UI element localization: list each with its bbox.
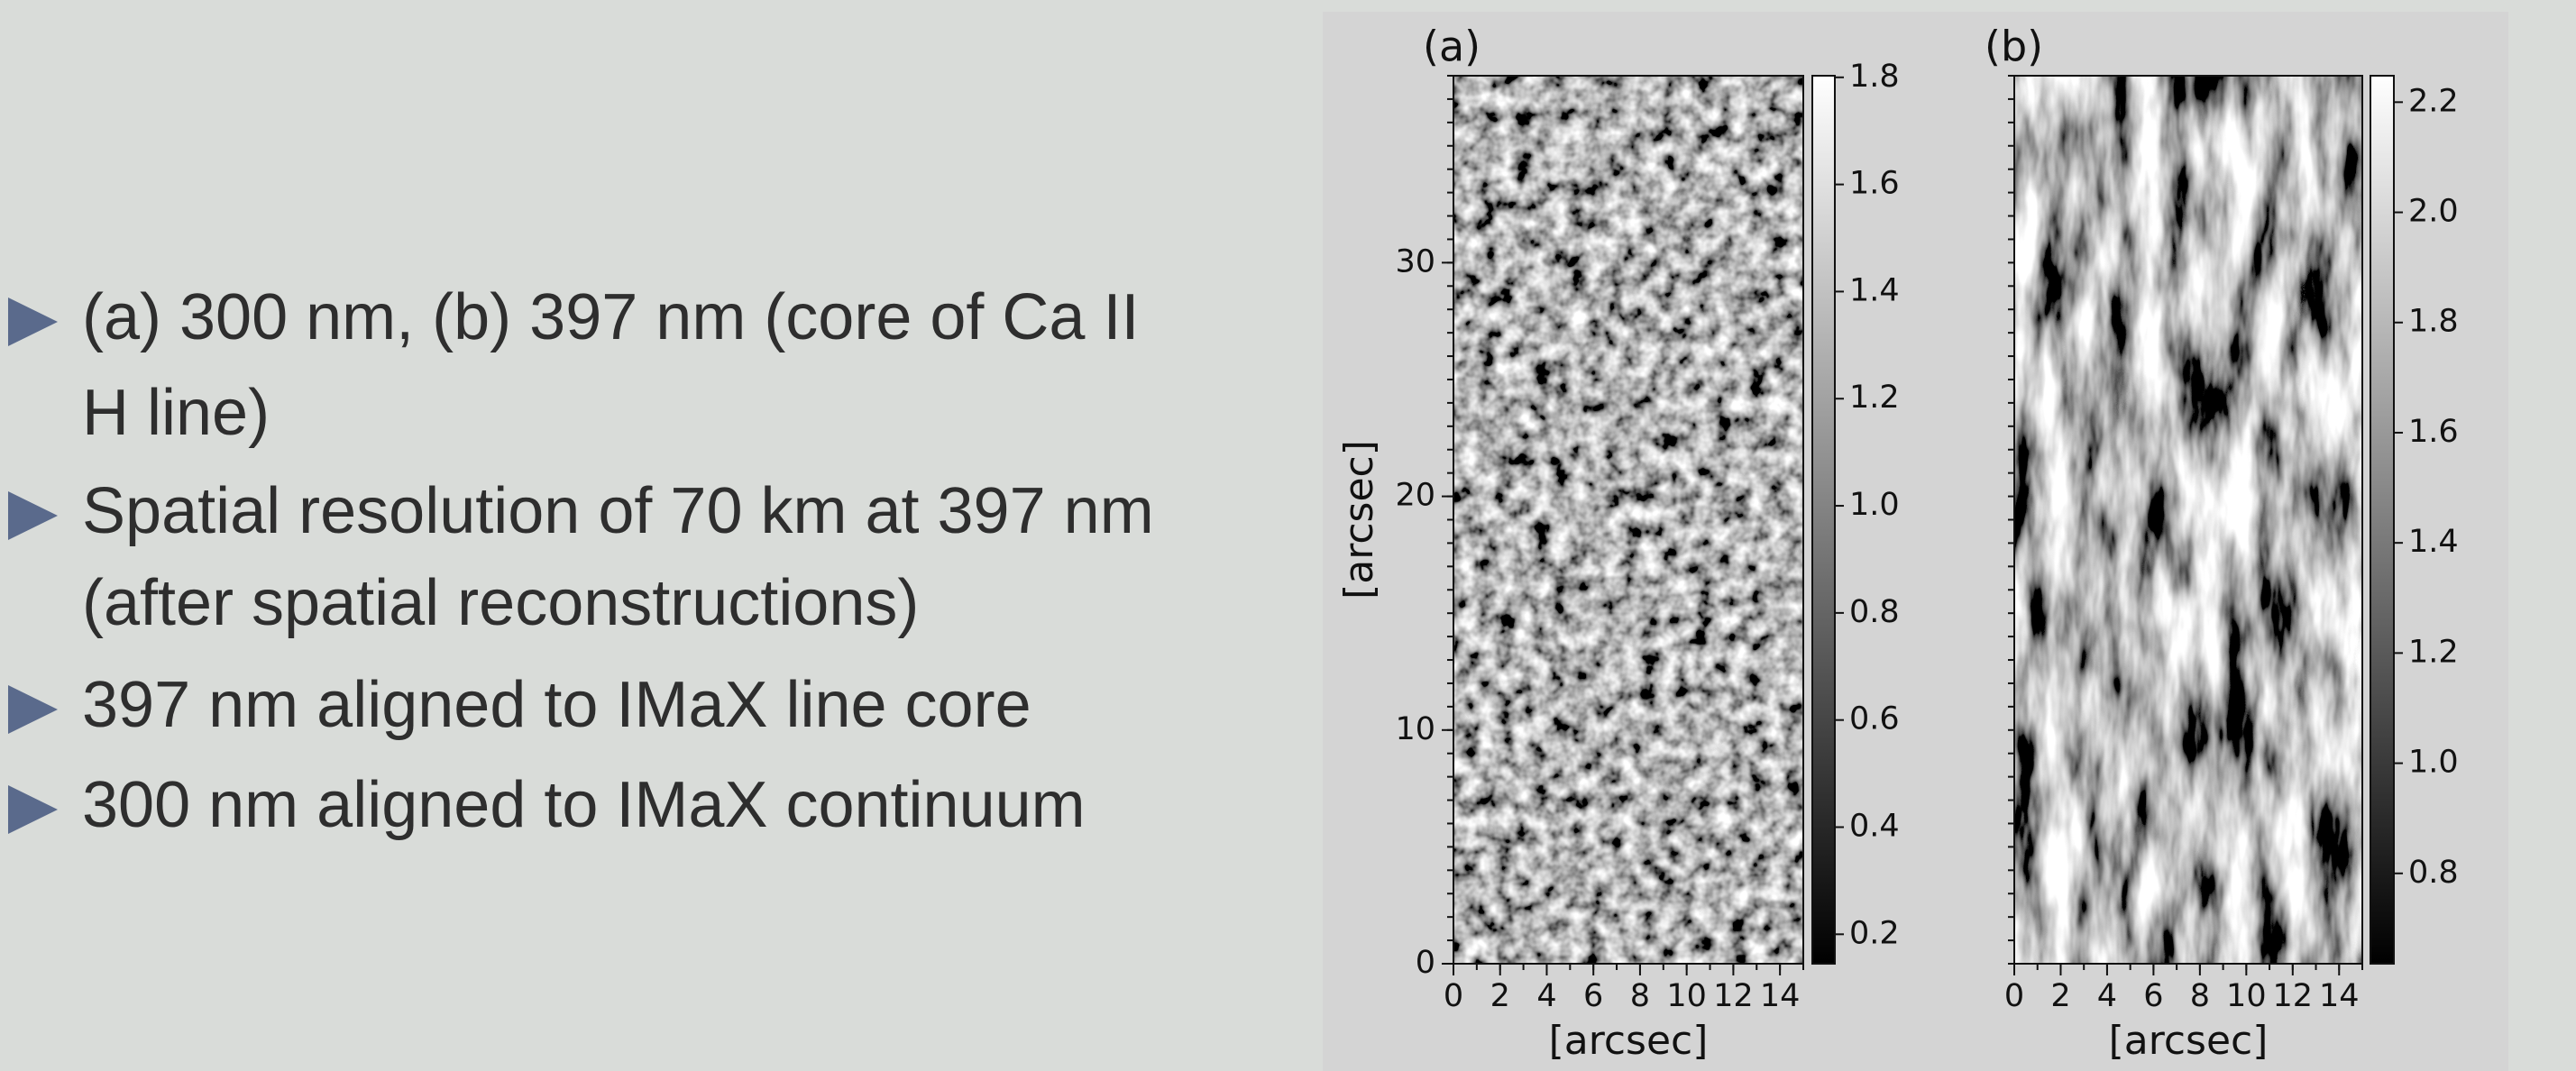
colorbar-tick-label: 1.8 [2408, 304, 2459, 340]
bullet-text: (after spatial reconstructions) [82, 567, 919, 639]
colorbar-tick-label: 1.8 [1849, 59, 1900, 95]
colorbar [2370, 76, 2394, 964]
colorbar [1812, 76, 1835, 964]
colorbar-tick-label: 1.2 [1849, 380, 1900, 416]
x-tick-label: 6 [1583, 978, 1603, 1014]
x-tick-label: 12 [1713, 978, 1754, 1014]
x-tick-label: 4 [1536, 978, 1556, 1014]
bullet-text: (a) 300 nm, (b) 397 nm (core of Ca II [82, 281, 1139, 353]
x-tick-label: 8 [2190, 978, 2210, 1014]
image-397nm [2014, 76, 2362, 964]
bullet-marker [8, 785, 58, 834]
y-tick-label: 30 [1395, 243, 1435, 279]
x-tick-label: 0 [2004, 978, 2024, 1014]
bullet-text: H line) [82, 377, 270, 449]
x-tick-label: 10 [1666, 978, 1707, 1014]
x-axis-label: [arcsec] [2109, 1018, 2269, 1064]
panel-label: (b) [1985, 23, 2043, 71]
bullet-text: 397 nm aligned to IMaX line core [82, 669, 1031, 741]
bullet-text: 300 nm aligned to IMaX continuum [82, 769, 1086, 841]
colorbar-tick-label: 1.6 [1849, 166, 1900, 202]
x-tick-label: 4 [2097, 978, 2117, 1014]
x-tick-label: 2 [2050, 978, 2070, 1014]
slide-canvas: (a) 300 nm, (b) 397 nm (core of Ca II H l… [0, 0, 2576, 1071]
colorbar-tick-label: 1.4 [2408, 524, 2459, 560]
x-tick-label: 12 [2273, 978, 2314, 1014]
slide: (a) 300 nm, (b) 397 nm (core of Ca II H l… [0, 0, 2576, 1071]
bullet-text: Spatial resolution of 70 km at 397 nm [82, 475, 1154, 547]
colorbar-tick-label: 0.6 [1849, 701, 1900, 737]
panel-label: (a) [1423, 23, 1481, 71]
x-tick-label: 6 [2143, 978, 2163, 1014]
x-axis-label: [arcsec] [1549, 1018, 1709, 1064]
colorbar-tick-label: 2.0 [2408, 194, 2459, 230]
colorbar-tick-label: 1.4 [1849, 272, 1900, 308]
y-axis-label: [arcsec] [1336, 440, 1382, 600]
colorbar-tick-label: 0.8 [2408, 855, 2459, 891]
x-tick-label: 14 [2319, 978, 2360, 1014]
colorbar-tick-label: 0.4 [1849, 809, 1900, 845]
y-tick-label: 0 [1416, 945, 1435, 981]
colorbar-tick-label: 1.0 [1849, 487, 1900, 523]
y-tick-label: 20 [1395, 478, 1435, 514]
y-tick-label: 10 [1395, 711, 1435, 747]
colorbar-tick-label: 0.8 [1849, 594, 1900, 630]
bullet-marker [8, 298, 58, 346]
x-tick-label: 8 [1630, 978, 1650, 1014]
x-tick-label: 14 [1760, 978, 1801, 1014]
image-300nm [1453, 76, 1803, 964]
bullet-marker [8, 491, 58, 540]
bullet-marker [8, 685, 58, 734]
colorbar-tick-label: 1.0 [2408, 745, 2459, 781]
x-tick-label: 10 [2226, 978, 2267, 1014]
x-tick-label: 0 [1444, 978, 1463, 1014]
colorbar-tick-label: 0.2 [1849, 915, 1900, 951]
x-tick-label: 2 [1490, 978, 1510, 1014]
colorbar-tick-label: 2.2 [2408, 83, 2459, 119]
colorbar-tick-label: 1.2 [2408, 634, 2459, 670]
colorbar-tick-label: 1.6 [2408, 414, 2459, 450]
